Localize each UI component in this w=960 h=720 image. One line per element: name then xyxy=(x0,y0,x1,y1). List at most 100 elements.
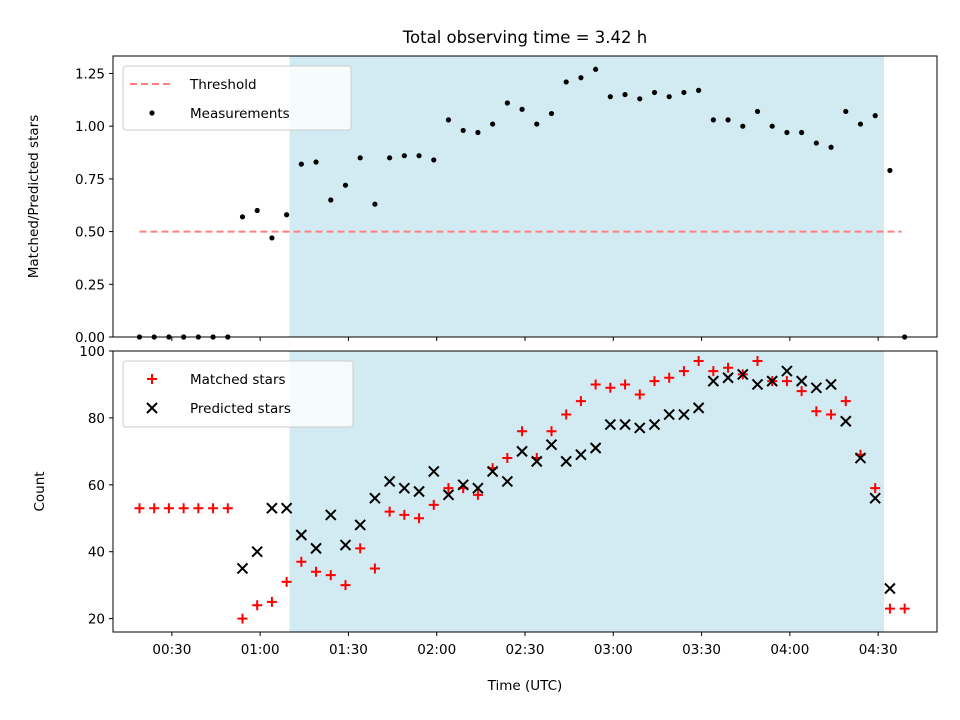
predicted-star-point xyxy=(531,455,543,468)
x-tick-label: 01:30 xyxy=(329,642,368,658)
y-tick-label: 40 xyxy=(88,545,105,561)
matched-star-point xyxy=(826,409,837,420)
predicted-star-point xyxy=(325,509,337,521)
matched-star-point xyxy=(178,503,189,514)
measurement-point xyxy=(548,110,555,117)
matched-star-point xyxy=(649,376,660,387)
measurement-points xyxy=(136,66,908,340)
measurement-point xyxy=(401,153,407,159)
matched-star-point xyxy=(296,556,307,567)
matched-star-point xyxy=(163,503,174,514)
predicted-star-point xyxy=(560,455,572,468)
predicted-star-point xyxy=(369,492,381,504)
matched-star-point xyxy=(811,406,822,417)
matched-star-point xyxy=(428,499,439,510)
predicted-star-point xyxy=(516,445,528,458)
measurement-point xyxy=(607,94,613,100)
matched-star-point xyxy=(723,362,734,373)
measurement-point xyxy=(342,182,349,188)
predicted-star-point xyxy=(383,475,396,488)
measurement-point xyxy=(563,79,569,85)
matched-star-point xyxy=(620,379,631,390)
y-tick-label: 20 xyxy=(88,612,105,628)
bottom-y-label: Count xyxy=(32,471,48,511)
measurement-point xyxy=(754,108,761,115)
top-y-ticks: 0.00 0.25 0.50 0.75 1.00 1.25 xyxy=(75,66,113,346)
matched-star-point xyxy=(193,503,204,514)
predicted-star-point xyxy=(442,489,455,501)
predicted-star-point xyxy=(472,482,484,494)
legend-box xyxy=(122,360,354,428)
y-tick-label: 0.00 xyxy=(75,330,105,346)
measurement-point xyxy=(872,113,878,119)
y-tick-label: 80 xyxy=(88,411,105,427)
measurement-point xyxy=(681,89,687,96)
predicted-star-point xyxy=(545,438,558,451)
predicted-star-point xyxy=(634,422,646,434)
predicted-star-point xyxy=(678,408,690,421)
predicted-star-point xyxy=(486,465,499,478)
bottom-panel: 20 40 60 80 100 00:30 01:00 01:30 02:00 02:30 03:… xyxy=(32,344,938,694)
predicted-star-point xyxy=(428,465,440,478)
matched-star-point xyxy=(222,503,233,514)
measurement-point xyxy=(519,106,525,112)
matched-star-point xyxy=(605,382,616,393)
predicted-star-point xyxy=(781,365,793,377)
measurement-point xyxy=(445,117,452,123)
predicted-star-point xyxy=(751,378,764,391)
measurement-point xyxy=(622,91,628,98)
y-tick-label: 60 xyxy=(88,478,105,494)
measurement-point xyxy=(328,197,334,203)
x-tick-label: 00:30 xyxy=(152,642,191,658)
top-panel: 0.00 0.25 0.50 0.75 1.00 1.25 Total observing… xyxy=(26,28,938,346)
top-shaded-span xyxy=(289,56,885,337)
matched-star-point xyxy=(634,389,645,400)
measurement-point xyxy=(769,123,775,129)
matched-star-point xyxy=(149,503,160,514)
matched-star-point xyxy=(384,506,395,517)
x-tick-label: 02:30 xyxy=(506,642,545,658)
predicted-star-point xyxy=(810,382,823,394)
y-tick-label: 1.00 xyxy=(75,119,105,135)
matched-star-point xyxy=(561,409,572,420)
measurement-point xyxy=(313,159,319,165)
matched-star-point xyxy=(870,483,881,494)
predicted-star-point xyxy=(398,482,411,494)
measurement-point xyxy=(269,235,275,241)
bottom-legend: Matched stars Predicted stars xyxy=(122,360,354,428)
predicted-star-point xyxy=(339,539,352,551)
matched-star-point xyxy=(884,603,895,614)
matched-star-point xyxy=(664,372,675,383)
measurement-point xyxy=(784,129,790,136)
matched-star-point xyxy=(252,600,263,611)
measurement-point xyxy=(475,129,481,136)
x-tick-label: 02:00 xyxy=(417,642,456,658)
predicted-star-point xyxy=(707,375,720,387)
predicted-star-point xyxy=(236,562,249,575)
predicted-star-point xyxy=(354,519,366,531)
top-title: Total observing time = 3.42 h xyxy=(402,28,647,47)
legend-matched-swatch xyxy=(147,374,157,384)
x-tick-label: 04:00 xyxy=(770,642,809,658)
measurement-point xyxy=(504,100,510,106)
measurement-point xyxy=(710,117,716,123)
predicted-star-point xyxy=(648,418,661,431)
bottom-x-ticks: 00:30 01:00 01:30 02:00 02:30 03:00 03:30 04:00… xyxy=(152,632,898,658)
measurement-point xyxy=(813,140,819,146)
measurement-point xyxy=(431,157,437,163)
predicted-star-point xyxy=(280,502,293,514)
measurement-point xyxy=(490,121,496,127)
measurement-point xyxy=(725,117,731,123)
x-tick-label: 03:30 xyxy=(682,642,721,658)
bottom-y-ticks: 20 40 60 80 100 xyxy=(79,344,113,628)
measurement-point xyxy=(298,161,304,167)
matched-star-point xyxy=(369,563,380,574)
y-tick-label: 100 xyxy=(79,344,105,360)
matched-star-point xyxy=(517,426,528,437)
legend-measurement-swatch xyxy=(149,110,155,116)
matched-star-point xyxy=(781,376,792,387)
measurement-point xyxy=(637,96,643,102)
predicted-star-point xyxy=(295,529,308,541)
matched-star-point xyxy=(796,386,807,397)
top-legend: Threshold Measurements xyxy=(122,65,352,131)
